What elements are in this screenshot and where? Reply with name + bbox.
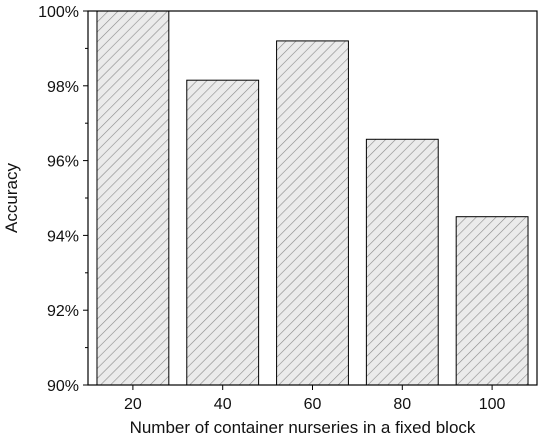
y-tick-label: 92% <box>47 303 79 320</box>
bar-100 <box>455 216 529 386</box>
y-tick-label: 100% <box>38 4 79 21</box>
x-axis-label: Number of container nurseries in a fixed… <box>130 418 476 437</box>
bar-80 <box>365 138 439 386</box>
plot-frame <box>87 10 538 386</box>
y-tick-label: 98% <box>47 79 79 96</box>
x-tick-label: 80 <box>393 396 411 413</box>
bar-60 <box>276 40 349 386</box>
y-tick-label: 94% <box>47 228 79 245</box>
bar-40 <box>186 79 260 386</box>
y-tick-label: 96% <box>47 154 79 171</box>
x-tick-label: 60 <box>304 396 322 413</box>
bars-group <box>96 10 529 386</box>
y-tick-label: 90% <box>47 378 79 395</box>
x-tick-label: 40 <box>214 396 232 413</box>
y-axis-ticks: 90% 92% 94% 96% 98% 100% <box>38 4 88 395</box>
x-tick-label: 100 <box>479 396 506 413</box>
x-tick-label: 20 <box>124 396 142 413</box>
x-axis-ticks: 20 40 60 80 100 <box>124 385 506 413</box>
y-axis-label: Accuracy <box>2 163 21 233</box>
bar-20 <box>96 10 170 386</box>
